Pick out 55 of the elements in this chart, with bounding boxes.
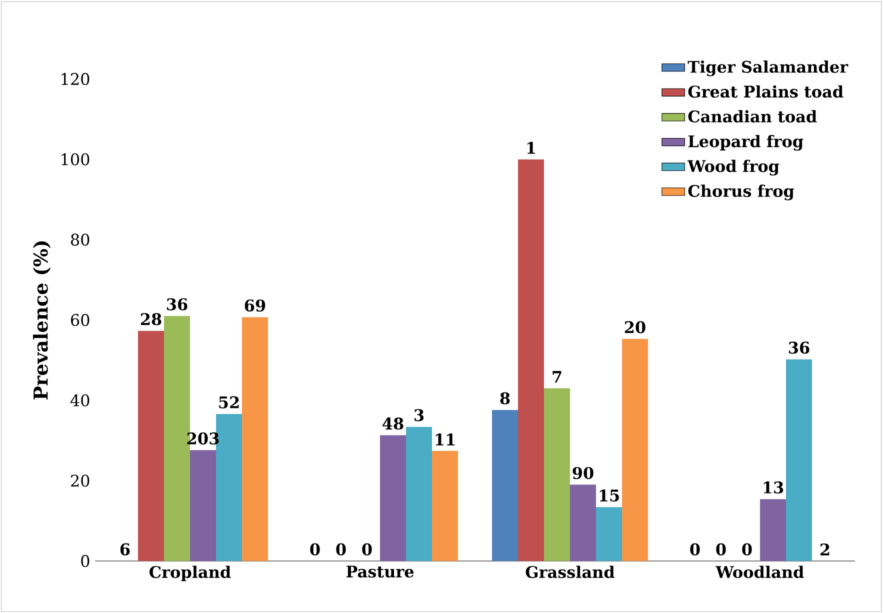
y-tick-label: 60 [71,314,90,326]
bar [242,317,268,561]
annotation: 2 [820,544,830,556]
annotation: 90 [572,466,594,480]
bar [518,159,544,561]
annotation: 3 [414,409,424,422]
annotation: 0 [690,543,700,556]
bar [190,450,216,561]
legend-label: Leopard frog [688,134,804,151]
y-tick-label: 40 [70,394,90,406]
annotation: 6 [120,543,130,556]
annotation: 28 [140,313,162,326]
legend-label: Chorus frog [688,184,794,200]
annotation: 0 [336,543,346,556]
legend-label: Wood frog [687,160,780,176]
bar [380,435,406,561]
annotation: 69 [244,299,266,312]
y-tick-label: 100 [62,153,90,166]
y-axis-title: Prevalence (%) [33,241,51,400]
bar [544,388,570,561]
bar [138,330,164,561]
annotation: 7 [552,371,562,383]
annotation: 0 [362,543,372,556]
annotation: 1 [527,142,535,154]
legend-label: Great Plains toad [688,85,844,98]
x-tick-label: Cropland [150,566,231,582]
annotation: 48 [382,418,404,430]
y-tick-label: 0 [81,554,90,568]
annotation: 20 [624,321,646,334]
legend-label: Canadian toad [688,110,817,123]
x-tick-label: Grassland [526,566,614,578]
bar [570,484,596,561]
annotation: 36 [166,298,188,310]
x-tick-label: Woodland [716,566,804,578]
bar [596,507,622,561]
y-tick-label: 20 [71,474,90,487]
legend-label: Tiger Salamander [688,60,848,76]
annotation: 11 [436,433,455,446]
y-tick-label: 120 [62,72,90,86]
annotation: 36 [788,342,810,354]
annotation: 8 [500,392,510,404]
x-tick-label: Pasture [346,566,414,578]
annotation: 0 [310,543,320,556]
bar [432,450,458,561]
annotation: 0 [716,543,726,556]
bar [786,359,812,561]
bar [492,410,518,561]
bar [622,338,648,561]
annotation: 0 [742,543,752,556]
annotation: 15 [600,489,619,502]
y-tick-label: 80 [71,234,90,246]
bar [760,499,786,561]
bar [406,426,432,561]
annotation: 13 [764,481,784,494]
annotation: 52 [219,396,239,408]
